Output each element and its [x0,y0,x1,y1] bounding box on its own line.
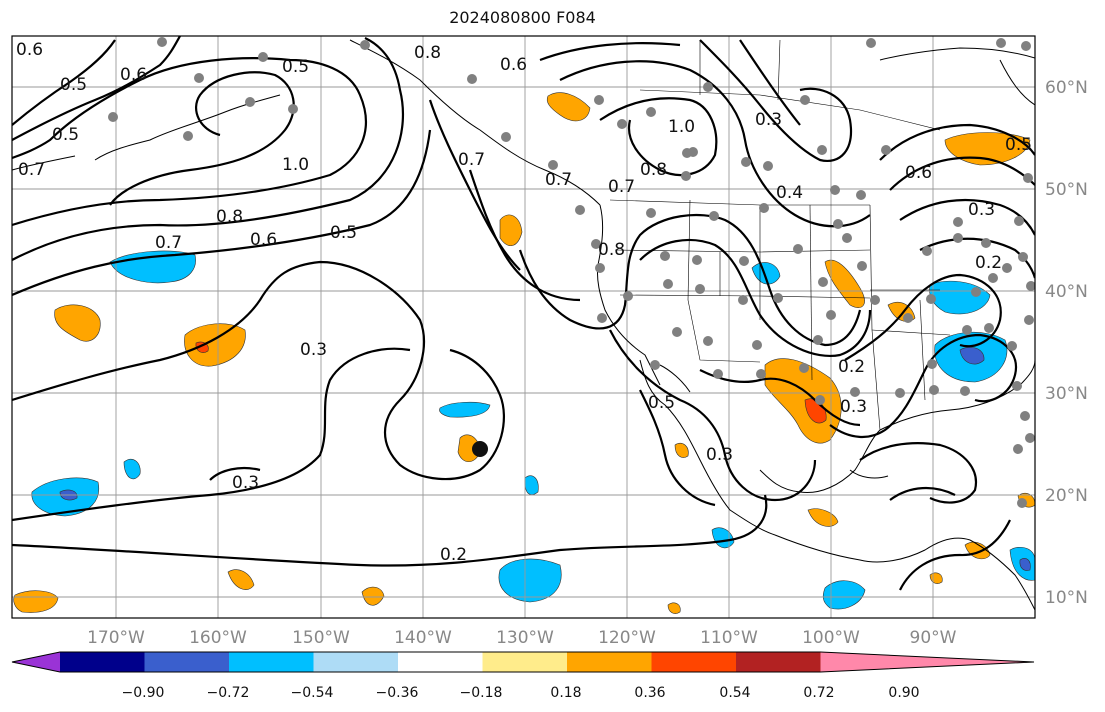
observation-dots [108,37,1035,508]
contour-label: 0.2 [440,545,467,565]
contour-label: 0.3 [840,397,867,417]
contour-label: 0.3 [232,473,259,493]
colorbar-tick-label: −0.18 [460,685,503,701]
contour-label: 0.8 [414,43,441,63]
colorbar-tick-label: −0.54 [291,685,334,701]
contour-label: 0.3 [300,340,327,360]
colorbar-segment [398,652,483,672]
colorbar-tick-label: 0.54 [719,685,750,701]
storm-center-marker [472,441,488,457]
contour-label: 1.0 [282,155,309,175]
colorbar-segment [651,652,737,672]
lat-tick-label: 40°N [1045,282,1088,302]
colorbar-tick-label: −0.36 [376,685,419,701]
contour-label: 0.5 [52,125,79,145]
lon-tick-label: 150°W [292,628,350,648]
state-borders [609,39,951,431]
contour-label: 0.3 [968,200,995,220]
lat-tick-label: 50°N [1045,180,1088,200]
lon-tick-label: 90°W [910,628,957,648]
colorbar-segment [229,652,314,672]
contour-label: 0.7 [608,177,635,197]
lat-tick-label: 30°N [1045,384,1088,404]
shaded-anomalies [13,92,1035,614]
colorbar-segment [567,652,652,672]
colorbar-tick-label: 0.18 [550,685,581,701]
map-panel: 0.6 0.5 0.6 0.5 0.5 0.7 1.0 0.8 0.6 0.5 … [12,36,1035,618]
contour-label: 0.7 [458,150,485,170]
colorbar-tick-label: −0.90 [122,685,165,701]
longitude-ticks: 170°W 160°W 150°W 140°W 130°W 120°W 110°… [87,628,957,648]
lat-tick-label: 10°N [1045,588,1088,608]
lon-tick-label: 170°W [87,628,145,648]
contour-label: 0.2 [975,253,1002,273]
lon-tick-label: 100°W [802,628,860,648]
contour-label: 0.6 [250,230,277,250]
colorbar-segment [144,652,230,672]
contour-label: 0.6 [905,163,932,183]
latitude-ticks: 60°N 50°N 40°N 30°N 20°N 10°N [1045,78,1088,608]
contour-label: 0.5 [1005,135,1032,155]
contour-label: 0.5 [648,393,675,413]
contour-label: 0.7 [155,233,182,253]
colorbar-tick-label: 0.36 [634,685,665,701]
map-frame [11,35,1036,619]
coastlines [12,39,1035,611]
colorbar-extend-min [12,652,60,672]
lon-tick-label: 140°W [394,628,452,648]
contour-labels: 0.6 0.5 0.6 0.5 0.5 0.7 1.0 0.8 0.6 0.5 … [16,40,1032,565]
colorbar-segment [482,652,568,672]
contour-label: 0.6 [500,55,527,75]
colorbar-tick-label: 0.72 [803,685,834,701]
colorbar [11,651,1035,673]
contour-label: 0.7 [18,160,45,180]
contour-label: 0.6 [16,40,43,60]
contour-label: 0.2 [838,357,865,377]
lon-tick-label: 110°W [700,628,758,648]
contour-label: 0.6 [120,65,147,85]
colorbar-segment [736,652,821,672]
contour-label: 0.8 [216,207,243,227]
contour-label: 0.5 [330,223,357,243]
colorbar-tick-label: −0.72 [207,685,250,701]
contour-lines [12,36,1035,591]
contour-label: 0.3 [755,110,782,130]
contour-label: 0.8 [598,240,625,260]
lon-tick-label: 160°W [189,628,247,648]
colorbar-segment [60,652,145,672]
contour-label: 0.3 [706,445,733,465]
colorbar-tick-label: 0.90 [888,685,919,701]
lat-tick-label: 20°N [1045,486,1088,506]
lat-tick-label: 60°N [1045,78,1088,98]
colorbar-extend-max [820,652,1034,672]
contour-label: 0.8 [640,160,667,180]
colorbar-segment [313,652,399,672]
contour-label: 0.4 [776,183,803,203]
contour-label: 0.7 [545,170,572,190]
contour-label: 0.5 [60,75,87,95]
colorbar-tick-labels: −0.90 −0.72 −0.54 −0.36 −0.18 0.18 0.36 … [122,685,920,701]
contour-label: 1.0 [668,117,695,137]
lon-tick-label: 130°W [496,628,554,648]
contour-label: 0.5 [282,57,309,77]
lon-tick-label: 120°W [598,628,656,648]
colorbar-outline [11,651,1035,673]
map-title: 2024080800 F084 [449,8,596,27]
